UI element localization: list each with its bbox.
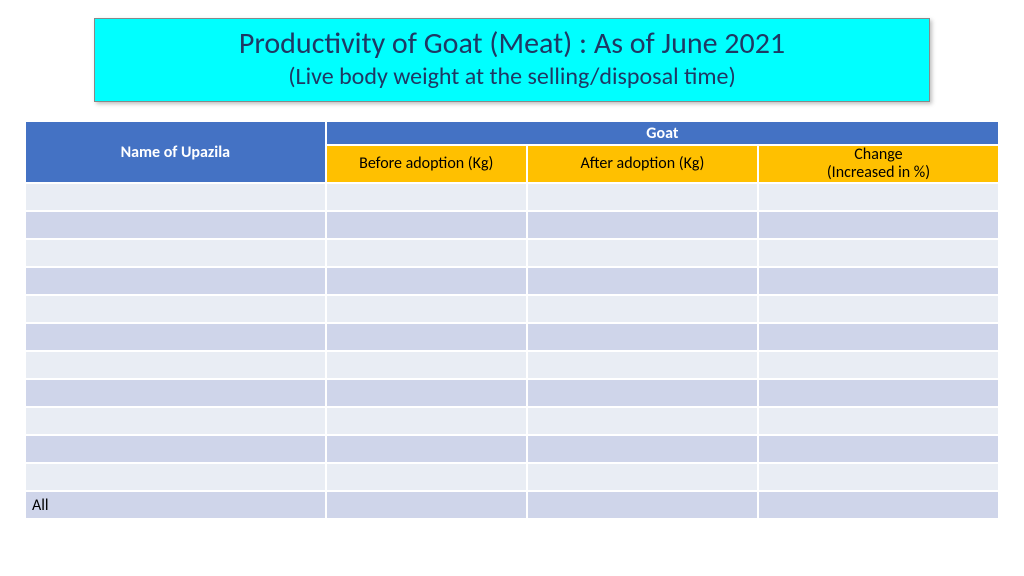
cell-change bbox=[759, 212, 998, 238]
cell-before bbox=[327, 352, 526, 378]
table-row bbox=[26, 268, 998, 294]
cell-change bbox=[759, 268, 998, 294]
col-header-name: Name of Upazila bbox=[26, 122, 325, 182]
col-header-before: Before adoption (Kg) bbox=[327, 146, 526, 182]
cell-change bbox=[759, 240, 998, 266]
col-header-change-l2: (Increased in %) bbox=[827, 163, 930, 182]
table-row bbox=[26, 212, 998, 238]
cell-after bbox=[528, 184, 757, 210]
col-header-change: Change (Increased in %) bbox=[759, 146, 998, 182]
table-body: All bbox=[26, 184, 998, 518]
cell-after bbox=[528, 212, 757, 238]
cell-change bbox=[759, 324, 998, 350]
cell-name bbox=[26, 324, 325, 350]
cell-after bbox=[528, 352, 757, 378]
cell-name bbox=[26, 436, 325, 462]
cell-name: All bbox=[26, 492, 325, 518]
table-row bbox=[26, 240, 998, 266]
cell-change bbox=[759, 436, 998, 462]
cell-name bbox=[26, 380, 325, 406]
table-row bbox=[26, 408, 998, 434]
cell-after bbox=[528, 240, 757, 266]
col-header-change-l1: Change bbox=[854, 145, 902, 164]
table-row bbox=[26, 352, 998, 378]
cell-change bbox=[759, 184, 998, 210]
cell-change bbox=[759, 352, 998, 378]
table-row bbox=[26, 296, 998, 322]
cell-name bbox=[26, 408, 325, 434]
cell-before bbox=[327, 324, 526, 350]
cell-name bbox=[26, 296, 325, 322]
cell-name bbox=[26, 464, 325, 490]
cell-before bbox=[327, 408, 526, 434]
cell-before bbox=[327, 240, 526, 266]
table-row bbox=[26, 380, 998, 406]
cell-change bbox=[759, 408, 998, 434]
cell-change bbox=[759, 296, 998, 322]
table-row bbox=[26, 324, 998, 350]
cell-change bbox=[759, 464, 998, 490]
table-row bbox=[26, 184, 998, 210]
cell-before bbox=[327, 184, 526, 210]
cell-after bbox=[528, 380, 757, 406]
cell-after bbox=[528, 408, 757, 434]
cell-after bbox=[528, 268, 757, 294]
cell-change bbox=[759, 492, 998, 518]
table-row: All bbox=[26, 492, 998, 518]
cell-before bbox=[327, 492, 526, 518]
cell-before bbox=[327, 212, 526, 238]
cell-name bbox=[26, 268, 325, 294]
cell-before bbox=[327, 268, 526, 294]
cell-name bbox=[26, 212, 325, 238]
cell-after bbox=[528, 492, 757, 518]
cell-before bbox=[327, 436, 526, 462]
table-row bbox=[26, 464, 998, 490]
cell-after bbox=[528, 464, 757, 490]
cell-name bbox=[26, 352, 325, 378]
cell-after bbox=[528, 436, 757, 462]
col-header-after: After adoption (Kg) bbox=[528, 146, 757, 182]
productivity-table: Name of Upazila Goat Before adoption (Kg… bbox=[24, 120, 1000, 520]
cell-change bbox=[759, 380, 998, 406]
cell-before bbox=[327, 464, 526, 490]
cell-before bbox=[327, 380, 526, 406]
page-title: Productivity of Goat (Meat) : As of June… bbox=[105, 25, 919, 62]
cell-after bbox=[528, 296, 757, 322]
cell-after bbox=[528, 324, 757, 350]
cell-name bbox=[26, 240, 325, 266]
table-row bbox=[26, 436, 998, 462]
col-header-group: Goat bbox=[327, 122, 998, 144]
title-banner: Productivity of Goat (Meat) : As of June… bbox=[94, 18, 930, 102]
cell-before bbox=[327, 296, 526, 322]
cell-name bbox=[26, 184, 325, 210]
page-subtitle: (Live body weight at the selling/disposa… bbox=[105, 62, 919, 91]
